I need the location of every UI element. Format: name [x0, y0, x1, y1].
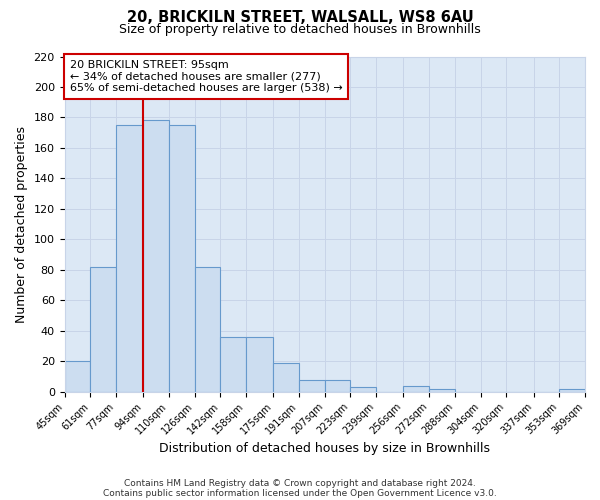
Bar [403, 386, 429, 392]
Text: Size of property relative to detached houses in Brownhills: Size of property relative to detached ho… [119, 22, 481, 36]
Text: Contains public sector information licensed under the Open Government Licence v3: Contains public sector information licen… [103, 488, 497, 498]
Bar [90, 267, 116, 392]
Bar [299, 380, 325, 392]
Bar [169, 125, 194, 392]
Bar [274, 363, 299, 392]
Bar [350, 387, 376, 392]
Bar [65, 361, 90, 392]
Y-axis label: Number of detached properties: Number of detached properties [15, 126, 28, 322]
Bar [194, 267, 220, 392]
Bar [116, 125, 143, 392]
X-axis label: Distribution of detached houses by size in Brownhills: Distribution of detached houses by size … [159, 442, 490, 455]
Text: 20 BRICKILN STREET: 95sqm
← 34% of detached houses are smaller (277)
65% of semi: 20 BRICKILN STREET: 95sqm ← 34% of detac… [70, 60, 343, 93]
Bar [429, 388, 455, 392]
Bar [246, 337, 274, 392]
Text: Contains HM Land Registry data © Crown copyright and database right 2024.: Contains HM Land Registry data © Crown c… [124, 478, 476, 488]
Text: 20, BRICKILN STREET, WALSALL, WS8 6AU: 20, BRICKILN STREET, WALSALL, WS8 6AU [127, 10, 473, 25]
Bar [220, 337, 246, 392]
Bar [559, 388, 585, 392]
Bar [325, 380, 350, 392]
Bar [143, 120, 169, 392]
